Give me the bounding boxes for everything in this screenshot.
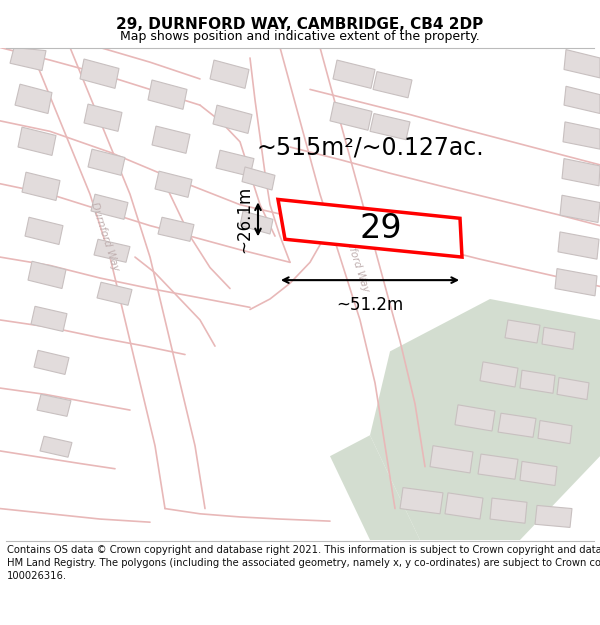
Polygon shape [445, 493, 483, 519]
Polygon shape [564, 49, 600, 78]
Text: ~515m²/~0.127ac.: ~515m²/~0.127ac. [256, 135, 484, 159]
Polygon shape [480, 362, 518, 387]
Text: ~51.2m: ~51.2m [337, 296, 404, 314]
Polygon shape [28, 261, 66, 289]
Polygon shape [25, 217, 63, 244]
Polygon shape [370, 114, 410, 140]
Polygon shape [330, 435, 420, 540]
Polygon shape [148, 80, 187, 109]
Polygon shape [538, 421, 572, 444]
Polygon shape [520, 370, 555, 393]
Polygon shape [94, 239, 130, 262]
Polygon shape [558, 232, 599, 259]
Text: 29: 29 [360, 212, 403, 245]
Polygon shape [210, 60, 249, 88]
Polygon shape [31, 306, 67, 331]
Polygon shape [333, 60, 375, 88]
Polygon shape [37, 394, 71, 416]
Polygon shape [22, 173, 60, 201]
Polygon shape [478, 454, 518, 479]
Polygon shape [330, 102, 372, 130]
Polygon shape [213, 105, 252, 133]
Polygon shape [535, 506, 572, 528]
Polygon shape [40, 436, 72, 457]
Text: Durnford Way: Durnford Way [89, 201, 121, 272]
Polygon shape [555, 269, 597, 296]
Text: Map shows position and indicative extent of the property.: Map shows position and indicative extent… [120, 30, 480, 43]
Polygon shape [562, 159, 600, 186]
Text: 29, DURNFORD WAY, CAMBRIDGE, CB4 2DP: 29, DURNFORD WAY, CAMBRIDGE, CB4 2DP [116, 17, 484, 32]
Polygon shape [278, 199, 462, 257]
Polygon shape [34, 351, 69, 374]
Text: ~26.1m: ~26.1m [235, 186, 253, 253]
Polygon shape [400, 488, 443, 514]
Polygon shape [10, 48, 46, 71]
Polygon shape [80, 59, 119, 88]
Polygon shape [557, 378, 589, 399]
Polygon shape [216, 150, 254, 176]
Text: Durnford Way: Durnford Way [339, 221, 371, 292]
Polygon shape [373, 72, 412, 98]
Polygon shape [152, 126, 190, 153]
Polygon shape [18, 127, 56, 156]
Polygon shape [564, 86, 600, 114]
Polygon shape [498, 413, 536, 437]
Polygon shape [91, 194, 128, 219]
Polygon shape [97, 282, 132, 305]
Polygon shape [563, 122, 600, 149]
Polygon shape [240, 211, 273, 234]
Polygon shape [542, 328, 575, 349]
Polygon shape [88, 149, 125, 176]
Polygon shape [370, 299, 600, 540]
Polygon shape [505, 320, 540, 343]
Polygon shape [155, 171, 192, 198]
Polygon shape [560, 195, 600, 222]
Text: Contains OS data © Crown copyright and database right 2021. This information is : Contains OS data © Crown copyright and d… [7, 545, 600, 581]
Polygon shape [158, 217, 194, 241]
Polygon shape [84, 104, 122, 131]
Polygon shape [455, 405, 495, 431]
Polygon shape [520, 461, 557, 486]
Polygon shape [490, 498, 527, 523]
Polygon shape [242, 167, 275, 190]
Polygon shape [15, 84, 52, 114]
Polygon shape [430, 446, 473, 473]
